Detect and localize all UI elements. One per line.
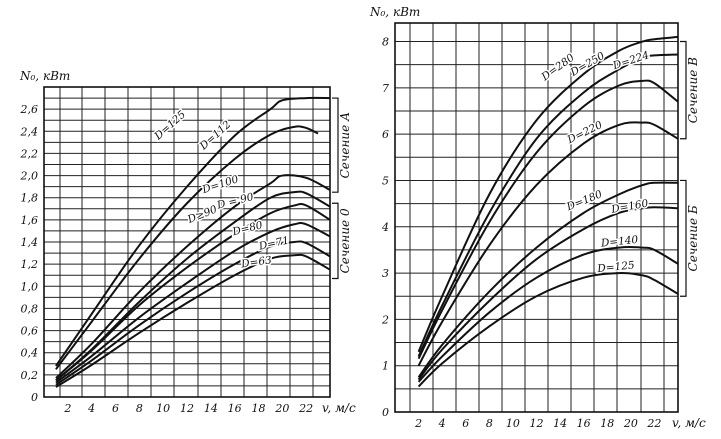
y-tick-label: 0,4 xyxy=(21,347,39,360)
plot-frame xyxy=(43,86,331,398)
y-tick-label: 0,8 xyxy=(21,302,39,315)
y-tick-label: 1,6 xyxy=(21,214,39,227)
y-tick-label: 1,8 xyxy=(21,192,39,205)
section-bracket xyxy=(680,179,687,297)
series-line-5 xyxy=(55,203,331,382)
y-tick-label: 1,4 xyxy=(21,236,39,249)
y-tick-label: 7 xyxy=(382,82,389,95)
series-label: D=63 xyxy=(240,254,273,270)
y-tick-label: 8 xyxy=(382,36,389,49)
series-label: D=140 xyxy=(599,234,639,250)
x-tick-label: 14 xyxy=(553,417,567,430)
series-line-8 xyxy=(55,253,331,388)
x-tick-label: 12 xyxy=(530,417,544,430)
section-label: Сечение 0 xyxy=(338,208,352,273)
y-tick-label: 2,6 xyxy=(20,103,39,116)
plot-frame xyxy=(394,22,679,413)
section-label: Сечение В xyxy=(686,57,700,123)
y-tick-label: 1 xyxy=(382,360,389,373)
x-axis-label: v, м/с xyxy=(322,401,356,415)
section-label: Сечение Б xyxy=(686,205,700,271)
y-tick-label: 5 xyxy=(382,174,389,187)
y-tick-label: 2,0 xyxy=(20,170,39,183)
y-tick-label: 1,2 xyxy=(21,258,39,271)
x-tick-label: 10 xyxy=(156,402,170,415)
series-line-3 xyxy=(55,174,331,379)
grid-lines xyxy=(394,23,679,413)
x-tick-label: 6 xyxy=(462,417,469,430)
series-line-3 xyxy=(417,79,679,360)
x-tick-label: 2 xyxy=(63,402,71,415)
x-tick-label: 20 xyxy=(274,402,289,415)
x-tick-label: 8 xyxy=(136,402,143,415)
series-line-6 xyxy=(417,206,679,381)
series-line-1 xyxy=(417,35,679,353)
x-tick-label: 14 xyxy=(204,402,218,415)
section-bracket xyxy=(332,202,339,280)
x-tick-label: 4 xyxy=(87,402,95,415)
x-tick-label: 8 xyxy=(486,417,493,430)
y-tick-label: 2,2 xyxy=(20,147,39,160)
series-line-1 xyxy=(55,96,331,367)
x-tick-label: 6 xyxy=(112,402,119,415)
y-tick-label: 4 xyxy=(381,221,389,234)
series-label: D=125 xyxy=(152,108,189,143)
series-line-2 xyxy=(55,125,319,370)
x-tick-label: 4 xyxy=(438,417,446,430)
x-tick-label: 18 xyxy=(600,417,614,430)
x-tick-label: 16 xyxy=(577,417,591,430)
x-tick-label: 20 xyxy=(623,417,638,430)
series-line-2 xyxy=(417,53,679,357)
y-tick-label: 0,6 xyxy=(21,325,39,338)
x-tick-label: 10 xyxy=(506,417,520,430)
series-line-4 xyxy=(417,121,679,367)
x-tick-label: 16 xyxy=(228,402,242,415)
y-tick-label: 3 xyxy=(382,267,389,280)
y-tick-label: 1,0 xyxy=(21,280,39,293)
series-line-7 xyxy=(55,240,331,386)
y-axis-label: N₀, кВт xyxy=(369,5,420,19)
y-tick-label: 0 xyxy=(31,391,38,404)
section-label: Сечение А xyxy=(338,112,352,179)
x-tick-label: 22 xyxy=(646,417,661,430)
series-lines xyxy=(417,35,679,388)
series-label: D=125 xyxy=(596,259,636,275)
series-line-6 xyxy=(55,222,331,384)
x-axis-label: v, м/с xyxy=(672,416,706,430)
y-tick-label: 2,4 xyxy=(20,125,39,138)
series-label: D=180 xyxy=(564,188,604,214)
series-lines xyxy=(55,96,331,388)
series-label: D=112 xyxy=(197,118,234,153)
section-bracket xyxy=(680,40,687,140)
x-tick-label: 22 xyxy=(298,402,313,415)
series-line-7 xyxy=(417,245,679,383)
series-line-5 xyxy=(417,181,679,378)
y-tick-label: 0 xyxy=(382,406,389,419)
section-bracket xyxy=(332,97,339,193)
x-tick-label: 18 xyxy=(252,402,266,415)
series-line-4 xyxy=(55,190,331,382)
series-label: D=71 xyxy=(257,235,290,253)
y-tick-label: 6 xyxy=(382,128,389,141)
chart-1: 0 0,2 0,4 0,6 0,8 1,0 1,2 1,4 1,6 1,8 2,0 2,2 2,4 2,6… xyxy=(19,69,356,415)
series-label: D=100 xyxy=(200,173,240,196)
series-line-8 xyxy=(417,272,679,388)
series-label: D=160 xyxy=(609,197,649,216)
x-tick-label: 2 xyxy=(414,417,422,430)
y-tick-label: 0,2 xyxy=(21,369,39,382)
y-axis-label: N₀, кВт xyxy=(19,69,70,83)
y-tick-label: 2 xyxy=(381,313,389,326)
x-tick-label: 12 xyxy=(180,402,194,415)
